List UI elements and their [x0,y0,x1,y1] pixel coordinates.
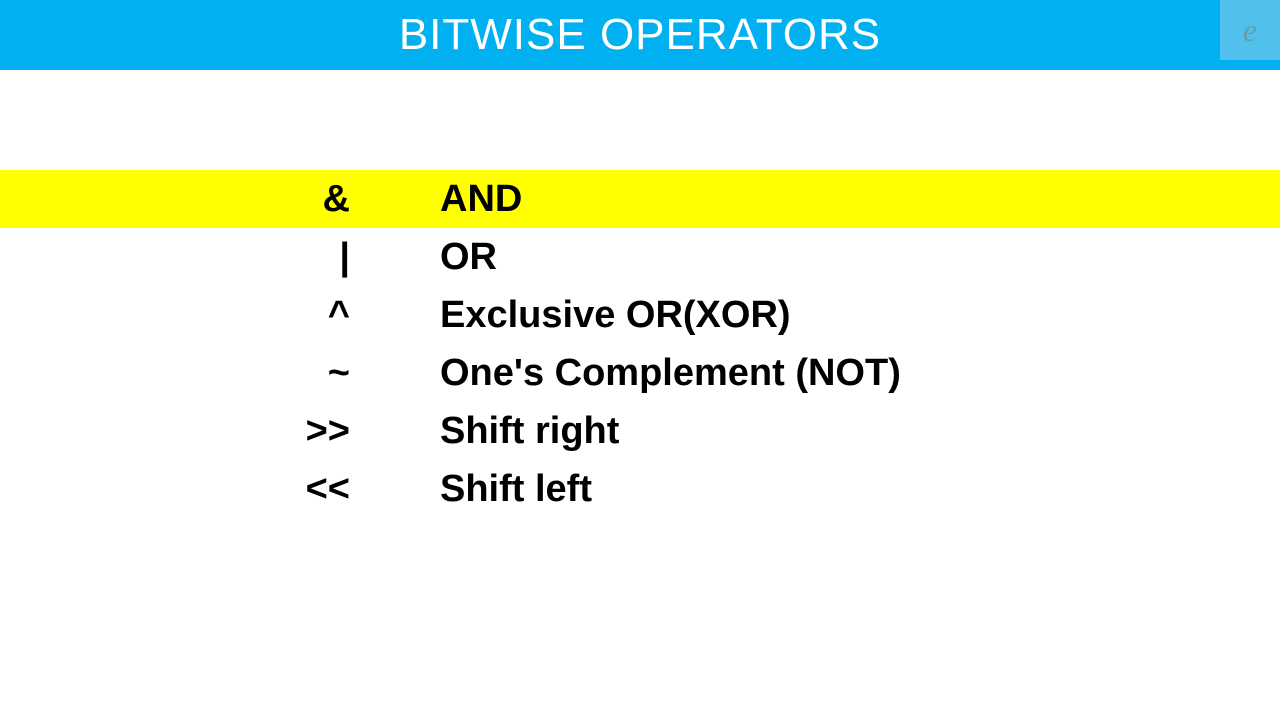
header-bar: BITWISE OPERATORS e [0,0,1280,70]
table-row: ~ One's Complement (NOT) [0,344,1280,402]
operator-name: Shift left [440,468,1280,511]
operator-symbol: ~ [0,352,440,395]
operator-name: Exclusive OR(XOR) [440,294,1280,337]
table-row: << Shift left [0,460,1280,518]
operators-table: & AND | OR ^ Exclusive OR(XOR) ~ One's C… [0,170,1280,518]
operator-symbol: | [0,236,440,279]
operator-name: Shift right [440,410,1280,453]
operator-symbol: >> [0,410,440,453]
operator-name: AND [440,178,1280,221]
logo-letter: e [1243,12,1257,49]
logo-box: e [1220,0,1280,60]
page-title: BITWISE OPERATORS [399,10,881,60]
operator-symbol: & [0,178,440,221]
table-row: >> Shift right [0,402,1280,460]
table-row: ^ Exclusive OR(XOR) [0,286,1280,344]
operator-symbol: << [0,468,440,511]
table-row: & AND [0,170,1280,228]
operator-name: OR [440,236,1280,279]
table-row: | OR [0,228,1280,286]
operator-name: One's Complement (NOT) [440,352,1280,395]
operator-symbol: ^ [0,294,440,337]
